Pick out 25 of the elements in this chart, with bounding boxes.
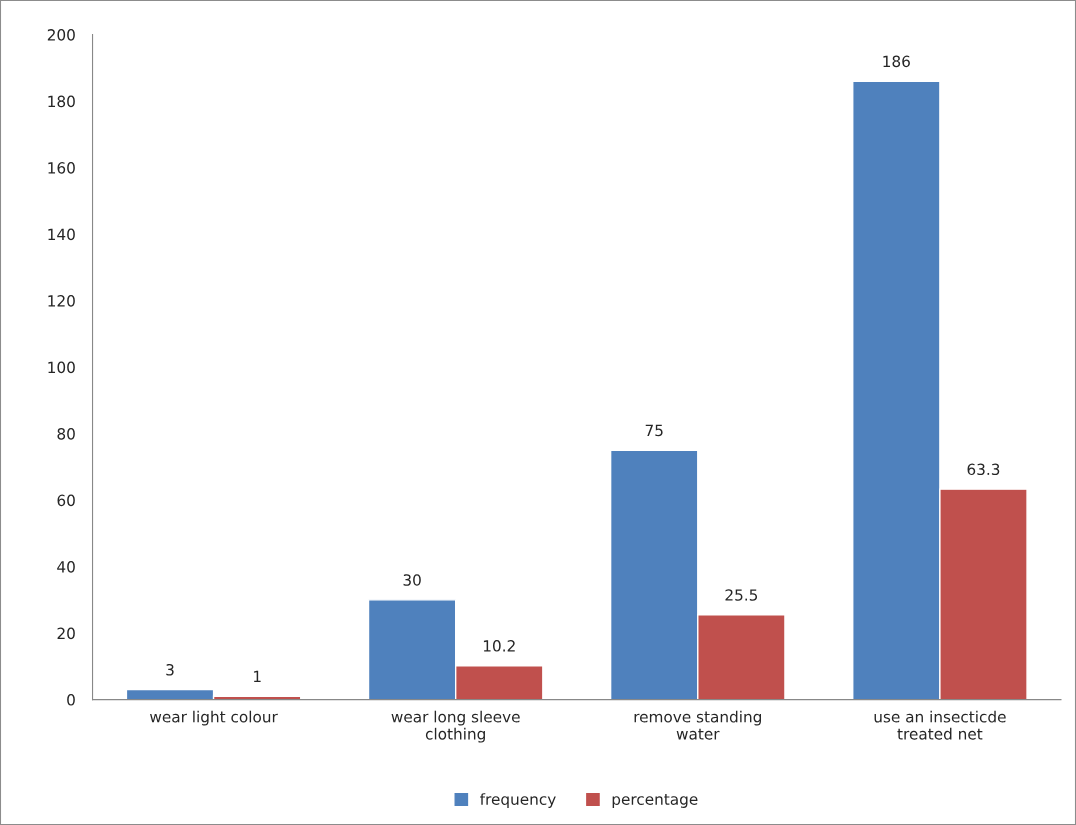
data-label: 63.3 [967,463,1000,476]
y-tick-label: 40 [57,561,75,573]
y-tick-label: 180 [48,95,75,108]
x-tick-label: wear light colour [150,710,278,726]
data-label: 30 [403,574,421,586]
y-tick-label: 160 [48,162,75,174]
y-tick-label: 200 [47,29,75,41]
data-label: 10.2 [483,640,515,652]
y-tick-label: 0 [67,694,75,706]
x-tick-label: wear long sleeve clothing [391,710,520,743]
legend-label: percentage [612,794,698,808]
y-tick-label: 140 [48,228,75,241]
data-label: 75 [645,424,663,437]
y-tick-label: 100 [48,361,75,374]
data-label: 186 [883,55,910,68]
y-tick-label: 120 [48,295,75,307]
y-tick-label: 80 [57,428,75,440]
x-tick-label: remove standing water [634,710,761,740]
legend-label: frequency [480,793,556,808]
x-tick-label: use an insecticde treated net [874,710,1006,740]
y-tick-label: 60 [57,494,75,507]
y-tick-label: 20 [57,627,75,640]
data-label: 3 [166,664,174,676]
data-label: 1 [253,670,261,682]
data-label: 25.5 [725,589,758,601]
